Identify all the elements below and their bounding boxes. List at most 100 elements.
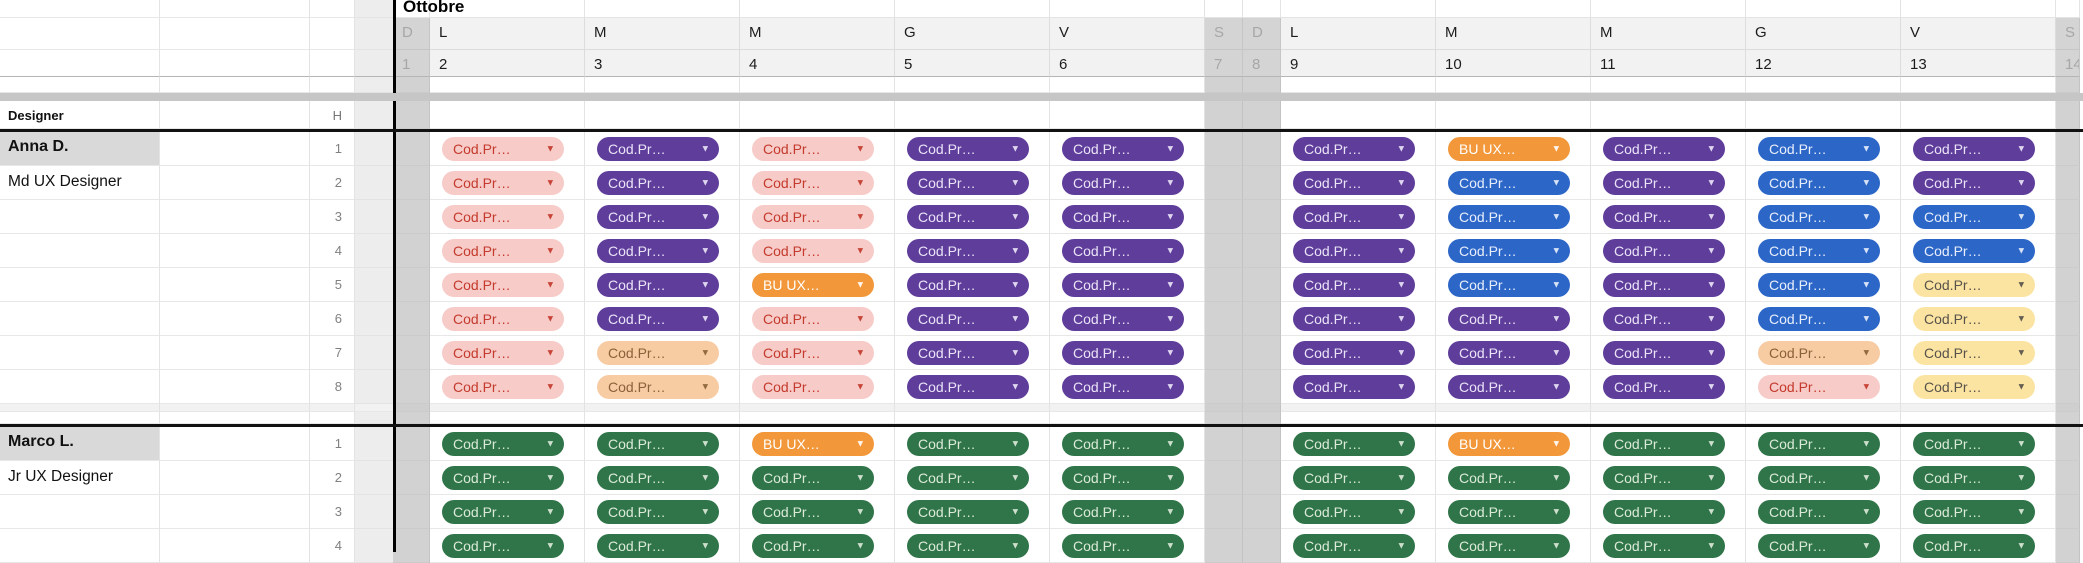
project-code-chip[interactable]: Cod.Pr… ▼ [597,465,719,490]
project-code-chip[interactable]: Cod.Pr… ▼ [1448,238,1570,263]
project-code-chip[interactable]: Cod.Pr… ▼ [1758,238,1880,263]
project-code-chip[interactable]: Cod.Pr… ▼ [1913,340,2035,365]
project-code-chip[interactable]: Cod.Pr… ▼ [442,499,564,524]
project-code-chip[interactable]: Cod.Pr… ▼ [1448,272,1570,297]
project-code-chip[interactable]: Cod.Pr… ▼ [1448,170,1570,195]
project-code-chip[interactable]: Cod.Pr… ▼ [1758,374,1880,399]
project-code-chip[interactable]: Cod.Pr… ▼ [1603,204,1725,229]
project-code-chip[interactable]: Cod.Pr… ▼ [907,170,1029,195]
project-code-chip[interactable]: Cod.Pr… ▼ [1913,272,2035,297]
project-code-chip[interactable]: Cod.Pr… ▼ [1293,238,1415,263]
project-code-chip[interactable]: Cod.Pr… ▼ [1448,340,1570,365]
project-code-chip[interactable]: Cod.Pr… ▼ [1913,431,2035,456]
project-code-chip[interactable]: Cod.Pr… ▼ [1758,272,1880,297]
project-code-chip[interactable]: Cod.Pr… ▼ [1913,533,2035,558]
project-code-chip[interactable]: Cod.Pr… ▼ [752,465,874,490]
project-code-chip[interactable]: Cod.Pr… ▼ [1448,306,1570,331]
project-code-chip[interactable]: Cod.Pr… ▼ [442,374,564,399]
project-code-chip[interactable]: Cod.Pr… ▼ [1062,272,1184,297]
project-code-chip[interactable]: Cod.Pr… ▼ [1758,465,1880,490]
project-code-chip[interactable]: Cod.Pr… ▼ [1062,465,1184,490]
project-code-chip[interactable]: Cod.Pr… ▼ [1603,272,1725,297]
project-code-chip[interactable]: Cod.Pr… ▼ [1758,306,1880,331]
project-code-chip[interactable]: Cod.Pr… ▼ [1062,238,1184,263]
project-code-chip[interactable]: Cod.Pr… ▼ [907,272,1029,297]
project-code-chip[interactable]: Cod.Pr… ▼ [1758,136,1880,161]
project-code-chip[interactable]: Cod.Pr… ▼ [1448,465,1570,490]
project-code-chip[interactable]: Cod.Pr… ▼ [1062,136,1184,161]
project-code-chip[interactable]: Cod.Pr… ▼ [907,136,1029,161]
project-code-chip[interactable]: Cod.Pr… ▼ [1913,204,2035,229]
project-code-chip[interactable]: Cod.Pr… ▼ [597,374,719,399]
project-code-chip[interactable]: Cod.Pr… ▼ [907,238,1029,263]
project-code-chip[interactable]: Cod.Pr… ▼ [442,306,564,331]
project-code-chip[interactable]: Cod.Pr… ▼ [1913,170,2035,195]
project-code-chip[interactable]: Cod.Pr… ▼ [1913,238,2035,263]
project-code-chip[interactable]: Cod.Pr… ▼ [1913,465,2035,490]
project-code-chip[interactable]: Cod.Pr… ▼ [597,306,719,331]
project-code-chip[interactable]: Cod.Pr… ▼ [1293,136,1415,161]
project-code-chip[interactable]: Cod.Pr… ▼ [597,431,719,456]
project-code-chip[interactable]: Cod.Pr… ▼ [907,340,1029,365]
project-code-chip[interactable]: Cod.Pr… ▼ [442,465,564,490]
project-code-chip[interactable]: Cod.Pr… ▼ [1448,204,1570,229]
project-code-chip[interactable]: Cod.Pr… ▼ [1603,533,1725,558]
project-code-chip[interactable]: Cod.Pr… ▼ [1603,465,1725,490]
project-code-chip[interactable]: Cod.Pr… ▼ [1603,170,1725,195]
project-code-chip[interactable]: Cod.Pr… ▼ [1062,374,1184,399]
project-code-chip[interactable]: Cod.Pr… ▼ [1293,204,1415,229]
project-code-chip[interactable]: Cod.Pr… ▼ [442,170,564,195]
project-code-chip[interactable]: Cod.Pr… ▼ [907,465,1029,490]
project-code-chip[interactable]: Cod.Pr… ▼ [597,533,719,558]
project-code-chip[interactable]: Cod.Pr… ▼ [597,136,719,161]
project-code-chip[interactable]: Cod.Pr… ▼ [1293,272,1415,297]
project-code-chip[interactable]: Cod.Pr… ▼ [1062,340,1184,365]
project-code-chip[interactable]: Cod.Pr… ▼ [1062,499,1184,524]
project-code-chip[interactable]: Cod.Pr… ▼ [1062,306,1184,331]
project-code-chip[interactable]: Cod.Pr… ▼ [442,533,564,558]
project-code-chip[interactable]: Cod.Pr… ▼ [1293,465,1415,490]
project-code-chip[interactable]: Cod.Pr… ▼ [752,340,874,365]
project-code-chip[interactable]: Cod.Pr… ▼ [1603,431,1725,456]
project-code-chip[interactable]: Cod.Pr… ▼ [907,431,1029,456]
project-code-chip[interactable]: Cod.Pr… ▼ [442,136,564,161]
project-code-chip[interactable]: Cod.Pr… ▼ [752,306,874,331]
project-code-chip[interactable]: Cod.Pr… ▼ [597,170,719,195]
project-code-chip[interactable]: Cod.Pr… ▼ [752,170,874,195]
project-code-chip[interactable]: Cod.Pr… ▼ [907,533,1029,558]
project-code-chip[interactable]: Cod.Pr… ▼ [597,499,719,524]
project-code-chip[interactable]: Cod.Pr… ▼ [907,374,1029,399]
project-code-chip[interactable]: BU UX… ▼ [1448,136,1570,161]
project-code-chip[interactable]: Cod.Pr… ▼ [907,204,1029,229]
project-code-chip[interactable]: Cod.Pr… ▼ [1448,374,1570,399]
project-code-chip[interactable]: Cod.Pr… ▼ [1293,374,1415,399]
project-code-chip[interactable]: Cod.Pr… ▼ [442,431,564,456]
project-code-chip[interactable]: Cod.Pr… ▼ [1758,431,1880,456]
project-code-chip[interactable]: Cod.Pr… ▼ [1603,374,1725,399]
project-code-chip[interactable]: Cod.Pr… ▼ [442,204,564,229]
project-code-chip[interactable]: Cod.Pr… ▼ [1913,306,2035,331]
project-code-chip[interactable]: Cod.Pr… ▼ [597,340,719,365]
project-code-chip[interactable]: Cod.Pr… ▼ [1062,533,1184,558]
project-code-chip[interactable]: Cod.Pr… ▼ [1293,533,1415,558]
project-code-chip[interactable]: Cod.Pr… ▼ [597,272,719,297]
project-code-chip[interactable]: Cod.Pr… ▼ [1603,238,1725,263]
project-code-chip[interactable]: Cod.Pr… ▼ [1293,306,1415,331]
project-code-chip[interactable]: Cod.Pr… ▼ [1448,533,1570,558]
project-code-chip[interactable]: Cod.Pr… ▼ [442,272,564,297]
project-code-chip[interactable]: Cod.Pr… ▼ [1293,170,1415,195]
project-code-chip[interactable]: BU UX… ▼ [752,431,874,456]
project-code-chip[interactable]: Cod.Pr… ▼ [1293,431,1415,456]
project-code-chip[interactable]: Cod.Pr… ▼ [597,238,719,263]
project-code-chip[interactable]: Cod.Pr… ▼ [1062,204,1184,229]
project-code-chip[interactable]: Cod.Pr… ▼ [1293,340,1415,365]
project-code-chip[interactable]: BU UX… ▼ [1448,431,1570,456]
project-code-chip[interactable]: Cod.Pr… ▼ [752,136,874,161]
project-code-chip[interactable]: Cod.Pr… ▼ [1293,499,1415,524]
project-code-chip[interactable]: Cod.Pr… ▼ [752,238,874,263]
project-code-chip[interactable]: Cod.Pr… ▼ [442,340,564,365]
project-code-chip[interactable]: Cod.Pr… ▼ [1758,170,1880,195]
project-code-chip[interactable]: Cod.Pr… ▼ [907,499,1029,524]
project-code-chip[interactable]: Cod.Pr… ▼ [907,306,1029,331]
project-code-chip[interactable]: Cod.Pr… ▼ [1913,374,2035,399]
